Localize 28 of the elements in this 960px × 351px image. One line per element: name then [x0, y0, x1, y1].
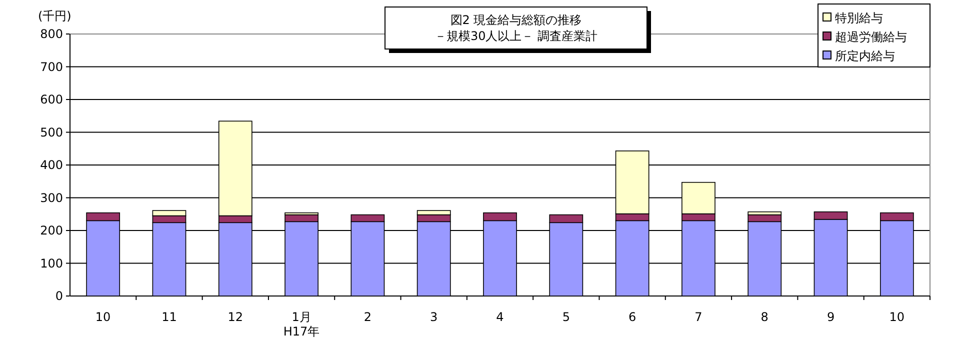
- x-tick-label: 10: [889, 310, 905, 324]
- y-tick-label: 300: [40, 190, 63, 205]
- x-tick-label: 6: [628, 310, 636, 324]
- x-tick-label: 10: [95, 310, 111, 324]
- chart-subtitle: －規模30人以上－ 調査産業計: [434, 29, 598, 43]
- x-tick-label: 7: [694, 310, 702, 324]
- x-tick-label: 4: [496, 310, 504, 324]
- y-tick-label: 200: [40, 224, 63, 238]
- x-tick-label: 2: [364, 310, 372, 324]
- y-tick-label: 700: [40, 60, 63, 74]
- x-tick-label: 8: [760, 310, 768, 324]
- x-tick-label: 5: [562, 310, 570, 324]
- y-tick-label: 500: [40, 125, 63, 140]
- y-tick-label: 600: [40, 92, 63, 106]
- legend-label: 所定内給与: [835, 49, 895, 63]
- y-tick-label: 800: [40, 27, 63, 41]
- y-axis-title: (千円): [38, 9, 72, 23]
- x-tick-label: 9: [826, 310, 835, 324]
- y-tick-label: 100: [40, 256, 63, 270]
- x-tick-label: 12: [228, 310, 244, 324]
- legend-label: 特別給与: [835, 11, 883, 25]
- x-tick-label: 11: [162, 310, 177, 324]
- y-tick-label: 0: [55, 289, 63, 303]
- chart-title: 図2 現金給与総額の推移: [450, 13, 582, 27]
- x-tick-label: 3: [430, 310, 438, 324]
- legend-label: 超過労働給与: [835, 30, 907, 44]
- x-tick-label: 1月 H17年: [283, 310, 320, 338]
- y-tick-label: 400: [40, 158, 63, 172]
